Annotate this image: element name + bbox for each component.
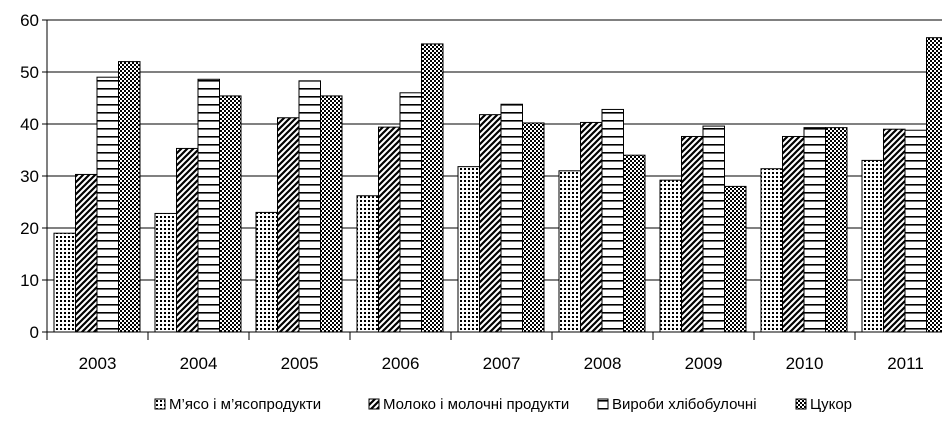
x-tick-label: 2008 bbox=[584, 354, 622, 373]
bar-2-2004 bbox=[177, 148, 199, 332]
y-tick-label: 60 bbox=[20, 11, 39, 30]
bar-3-2004 bbox=[198, 79, 220, 332]
bar-2-2008 bbox=[581, 122, 603, 332]
bar-1-2009 bbox=[660, 180, 682, 332]
bar-4-2011 bbox=[927, 38, 942, 332]
bar-4-2008 bbox=[624, 155, 646, 332]
bar-2-2011 bbox=[884, 129, 906, 332]
bar-1-2003 bbox=[54, 233, 76, 332]
bar-4-2010 bbox=[826, 128, 848, 332]
legend-swatch-2 bbox=[369, 399, 379, 409]
bars bbox=[54, 38, 942, 332]
bar-2-2003 bbox=[76, 174, 98, 332]
x-tick-label: 2003 bbox=[79, 354, 117, 373]
bar-4-2005 bbox=[321, 96, 343, 332]
bar-1-2004 bbox=[155, 213, 177, 332]
legend-swatch-4 bbox=[796, 399, 806, 409]
legend-label-4: Цукор bbox=[810, 396, 852, 413]
x-tick-label: 2011 bbox=[887, 354, 924, 373]
x-tick-label: 2009 bbox=[685, 354, 723, 373]
bar-3-2011 bbox=[905, 130, 927, 332]
bar-3-2010 bbox=[804, 128, 826, 332]
x-tick-label: 2005 bbox=[281, 354, 319, 373]
legend-label-3: Вироби хлібобулочні bbox=[612, 396, 757, 413]
bar-4-2006 bbox=[422, 44, 444, 332]
bar-4-2004 bbox=[220, 96, 242, 332]
bar-2-2006 bbox=[379, 127, 401, 332]
y-tick-label: 50 bbox=[20, 63, 39, 82]
legend: М’ясо і м’ясопродукти Молоко і молочні пр… bbox=[155, 396, 852, 413]
bar-4-2007 bbox=[523, 123, 545, 332]
bar-1-2008 bbox=[559, 171, 581, 332]
bar-4-2003 bbox=[119, 62, 141, 332]
bar-2-2005 bbox=[278, 118, 300, 332]
bar-3-2009 bbox=[703, 126, 725, 332]
bar-1-2005 bbox=[256, 212, 278, 332]
bar-1-2006 bbox=[357, 196, 379, 332]
x-tick-label: 2007 bbox=[483, 354, 521, 373]
y-tick-label: 10 bbox=[20, 271, 39, 290]
bar-2-2007 bbox=[480, 115, 502, 332]
bar-3-2003 bbox=[97, 77, 119, 332]
bar-3-2005 bbox=[299, 81, 321, 332]
bar-1-2010 bbox=[761, 169, 783, 332]
y-tick-labels: 0 10 20 30 40 50 60 bbox=[20, 11, 39, 342]
legend-swatch-3 bbox=[598, 399, 608, 409]
y-tick-label: 30 bbox=[20, 167, 39, 186]
bar-3-2006 bbox=[400, 93, 422, 332]
y-tick-label: 20 bbox=[20, 219, 39, 238]
bar-2-2010 bbox=[783, 136, 805, 332]
y-tick-label: 40 bbox=[20, 115, 39, 134]
x-tick-label: 2006 bbox=[382, 354, 420, 373]
y-tick-label: 0 bbox=[30, 323, 39, 342]
x-tick-labels: 2003 2004 2005 2006 2007 2008 2009 2010 2011 bbox=[79, 354, 924, 373]
legend-label-1: М’ясо і м’ясопродукти bbox=[169, 396, 321, 413]
legend-label-2: Молоко і молочні продукти bbox=[383, 396, 569, 413]
bar-1-2011 bbox=[862, 160, 884, 332]
bar-3-2007 bbox=[501, 104, 523, 332]
bar-4-2009 bbox=[725, 186, 747, 332]
bar-2-2009 bbox=[682, 136, 704, 332]
x-tick-label: 2004 bbox=[180, 354, 218, 373]
bar-3-2008 bbox=[602, 109, 624, 332]
x-tick-label: 2010 bbox=[786, 354, 824, 373]
legend-swatch-1 bbox=[155, 399, 165, 409]
bar-1-2007 bbox=[458, 167, 480, 332]
